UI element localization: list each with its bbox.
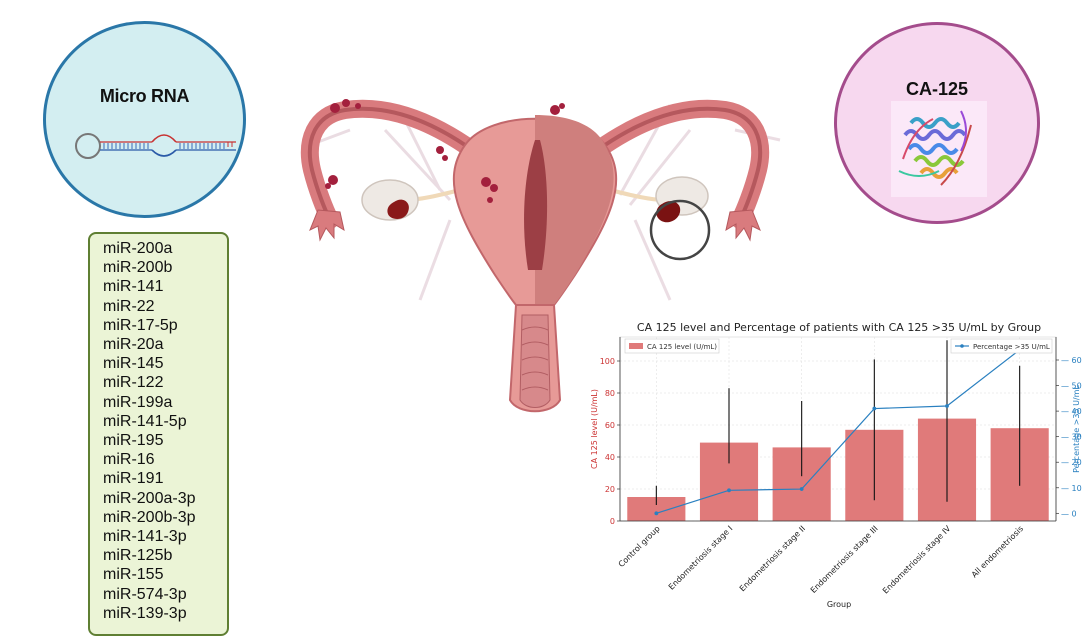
mirna-item: miR-195 [103, 432, 164, 450]
mirna-item: miR-16 [103, 451, 155, 469]
mirna-item: miR-191 [103, 470, 164, 488]
mirna-item: miR-141-5p [103, 412, 187, 430]
mirna-list-panel: miR-200a miR-200b miR-141 miR-22 miR-17-… [88, 232, 229, 636]
line-point [654, 511, 659, 516]
rna-hairpin-icon [75, 133, 236, 159]
micro-rna-circle: Micro RNA [43, 21, 246, 218]
x-tick-label: All endometriosis [970, 524, 1025, 579]
line-point [799, 487, 804, 491]
mirna-item: miR-139-3p [103, 604, 187, 622]
line-point [727, 488, 731, 493]
mirna-item: miR-122 [103, 374, 164, 392]
mirna-item: miR-17-5p [103, 316, 178, 334]
bar-legend: CA 125 level (U/mL) [624, 338, 720, 354]
mirna-item: miR-200a-3p [103, 489, 196, 507]
ca125-protein-icon [891, 101, 987, 197]
y2-tick-label: — 10 [1061, 484, 1082, 493]
x-tick-label: Endometriosis stage IV [881, 524, 953, 596]
mirna-item: miR-155 [103, 566, 164, 584]
mirna-item: miR-574-3p [103, 585, 187, 603]
mirna-item: miR-125b [103, 547, 173, 565]
y2-tick-label: — 30 [1061, 433, 1082, 442]
mirna-item: miR-20a [103, 336, 164, 354]
mirna-item: miR-141-3p [103, 528, 187, 546]
x-tick-label: Endometriosis stage II [738, 524, 807, 593]
y2-tick-label: — 50 [1061, 382, 1082, 391]
mirna-item: miR-22 [103, 297, 155, 315]
y-axis-label: CA 125 level (U/mL) [590, 389, 599, 469]
mirna-item: miR-200b-3p [103, 508, 196, 526]
y2-tick-label: — 40 [1061, 407, 1082, 416]
chart-title: CA 125 level and Percentage of patients … [637, 321, 1041, 334]
line-path [656, 349, 1021, 514]
ca125-chart: CA 125 level and Percentage of patients … [590, 321, 1082, 609]
ca125-title: CA-125 [905, 79, 969, 99]
line-legend: Percentage >35 U/mL [950, 338, 1053, 354]
x-tick-label: Endometriosis stage III [809, 524, 880, 595]
line-point [872, 406, 877, 411]
error-bars [655, 340, 1021, 505]
mirna-item: miR-145 [103, 355, 164, 373]
uterus-illustration [300, 99, 781, 413]
y2-tick-label: — 60 [1061, 356, 1082, 365]
lesion-highlight-circle [649, 199, 711, 261]
line-legend-label: Percentage >35 U/mL [973, 343, 1050, 351]
plot-area [619, 336, 1057, 522]
line-series [654, 347, 1022, 516]
x-tick-label: Endometriosis stage I [667, 524, 735, 592]
right-ticks: — 0 — 10 — 20 — 30 — 40 — 50 — 60 [1056, 356, 1082, 518]
y-tick-label: 40 [605, 453, 615, 462]
line-point [945, 404, 949, 408]
micro-rna-title: Micro RNA [99, 86, 190, 106]
x-axis-label: Group [827, 600, 851, 609]
x-tick-label: Control group [617, 524, 662, 569]
y2-tick-label: — 20 [1061, 458, 1082, 467]
y-tick-label: 0 [610, 517, 615, 526]
y-tick-label: 80 [605, 389, 615, 398]
bar-legend-label: CA 125 level (U/mL) [647, 343, 717, 351]
y-tick-label: 20 [605, 485, 615, 494]
mirna-item: miR-141 [103, 278, 164, 296]
mirna-item: miR-200b [103, 259, 173, 277]
x-ticks: Control group Endometriosis stage I Endome… [617, 524, 1025, 596]
mirna-item: miR-200a [103, 240, 173, 257]
y2-tick-label: — 0 [1061, 509, 1077, 518]
ca125-circle: CA-125 [834, 22, 1040, 224]
y-tick-label: 100 [600, 357, 615, 366]
y2-axis-label: Percentage >35 U/mL [1072, 385, 1081, 473]
left-ticks: 0 20 40 60 80 100 [600, 357, 620, 526]
mirna-item: miR-199a [103, 393, 173, 411]
y-tick-label: 60 [605, 421, 615, 430]
